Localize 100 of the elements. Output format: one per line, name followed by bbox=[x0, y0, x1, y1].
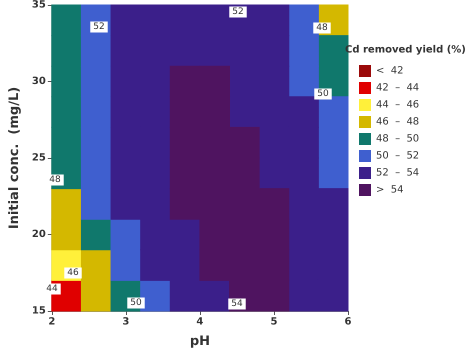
point bbox=[140, 66, 171, 98]
point bbox=[140, 158, 171, 190]
x-tick-label: 4 bbox=[196, 316, 204, 328]
point bbox=[199, 66, 230, 98]
point bbox=[229, 188, 260, 220]
annotation: 52 bbox=[232, 7, 244, 17]
point bbox=[80, 158, 112, 190]
x-axis-title: pH bbox=[190, 334, 210, 349]
point bbox=[199, 188, 230, 220]
point bbox=[110, 35, 142, 67]
point bbox=[258, 96, 290, 128]
point bbox=[110, 188, 142, 220]
point bbox=[51, 218, 82, 250]
point bbox=[229, 66, 260, 98]
point bbox=[110, 4, 142, 36]
point bbox=[51, 96, 82, 128]
point bbox=[229, 158, 260, 190]
point bbox=[258, 66, 290, 98]
point bbox=[80, 66, 112, 98]
point bbox=[110, 218, 142, 250]
annotation: 48 bbox=[316, 23, 328, 33]
x-tick-label: 2 bbox=[48, 316, 56, 328]
point bbox=[170, 4, 200, 36]
point bbox=[258, 158, 290, 190]
point bbox=[318, 188, 348, 220]
point bbox=[288, 158, 319, 190]
point bbox=[229, 249, 260, 281]
point bbox=[51, 4, 82, 36]
point bbox=[51, 35, 82, 67]
point bbox=[140, 218, 171, 250]
point bbox=[80, 126, 112, 158]
annotation: 52 bbox=[93, 22, 105, 32]
annotation: 48 bbox=[49, 175, 61, 185]
point bbox=[318, 280, 348, 312]
point bbox=[170, 126, 200, 158]
legend-label: 46 – 48 bbox=[376, 116, 420, 128]
point bbox=[140, 4, 171, 36]
point bbox=[199, 249, 230, 281]
point bbox=[199, 96, 230, 128]
point bbox=[140, 249, 171, 281]
point bbox=[288, 96, 319, 128]
legend-label: < 42 bbox=[376, 66, 404, 76]
x-tick-label: 5 bbox=[270, 316, 278, 328]
annotation: 50 bbox=[130, 298, 142, 308]
legend-label: 52 – 54 bbox=[376, 168, 420, 178]
point bbox=[140, 188, 171, 220]
point bbox=[80, 35, 112, 67]
point bbox=[170, 280, 200, 312]
point bbox=[170, 249, 200, 281]
x-tick-label: 6 bbox=[344, 316, 352, 328]
point bbox=[110, 126, 142, 158]
point bbox=[110, 249, 142, 281]
point bbox=[258, 218, 290, 250]
legend-label: 44 – 46 bbox=[376, 100, 420, 110]
point bbox=[318, 249, 348, 281]
point bbox=[80, 280, 112, 312]
legend-label: 42 – 44 bbox=[376, 82, 420, 94]
point bbox=[229, 126, 260, 158]
point bbox=[199, 218, 230, 250]
legend-label: 48 – 50 bbox=[376, 134, 420, 144]
y-tick-label: 20 bbox=[32, 229, 46, 240]
point bbox=[110, 158, 142, 190]
point bbox=[110, 66, 142, 98]
y-tick-label: 35 bbox=[32, 0, 46, 10]
legend-label: 50 – 52 bbox=[376, 150, 420, 162]
point bbox=[199, 35, 230, 67]
annotation: 50 bbox=[317, 89, 329, 99]
point bbox=[170, 158, 200, 190]
point bbox=[80, 188, 112, 220]
point bbox=[229, 35, 260, 67]
point bbox=[199, 4, 230, 36]
y-axis-title: Initial conc. (mg/L) bbox=[7, 86, 22, 230]
point bbox=[258, 188, 290, 220]
point bbox=[258, 35, 290, 67]
point bbox=[80, 96, 112, 128]
point bbox=[199, 126, 230, 158]
point bbox=[140, 126, 171, 158]
point bbox=[170, 35, 200, 67]
point bbox=[110, 96, 142, 128]
annotation: 54 bbox=[231, 299, 243, 309]
point bbox=[288, 35, 319, 67]
point bbox=[51, 188, 82, 220]
point bbox=[318, 218, 348, 250]
y-tick-label: 30 bbox=[32, 76, 46, 87]
y-tick-label: 15 bbox=[32, 306, 46, 316]
point bbox=[288, 249, 319, 281]
point bbox=[258, 249, 290, 281]
point bbox=[199, 280, 230, 312]
annotation: 46 bbox=[67, 268, 79, 278]
point bbox=[51, 126, 82, 158]
point bbox=[258, 126, 290, 158]
legend-label: > 54 bbox=[376, 184, 404, 196]
point bbox=[288, 126, 319, 158]
point bbox=[318, 158, 348, 190]
point bbox=[80, 218, 112, 250]
point bbox=[140, 96, 171, 128]
annotation: 44 bbox=[46, 284, 58, 294]
point bbox=[229, 96, 260, 128]
point bbox=[170, 66, 200, 98]
point bbox=[288, 218, 319, 250]
